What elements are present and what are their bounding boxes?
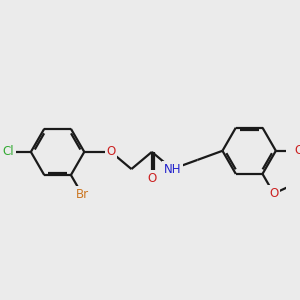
Text: O: O [147, 172, 157, 185]
Text: Br: Br [76, 188, 89, 201]
Text: O: O [269, 187, 278, 200]
Text: NH: NH [164, 163, 181, 176]
Text: O: O [106, 146, 116, 158]
Text: O: O [294, 144, 300, 157]
Text: Cl: Cl [2, 146, 14, 158]
